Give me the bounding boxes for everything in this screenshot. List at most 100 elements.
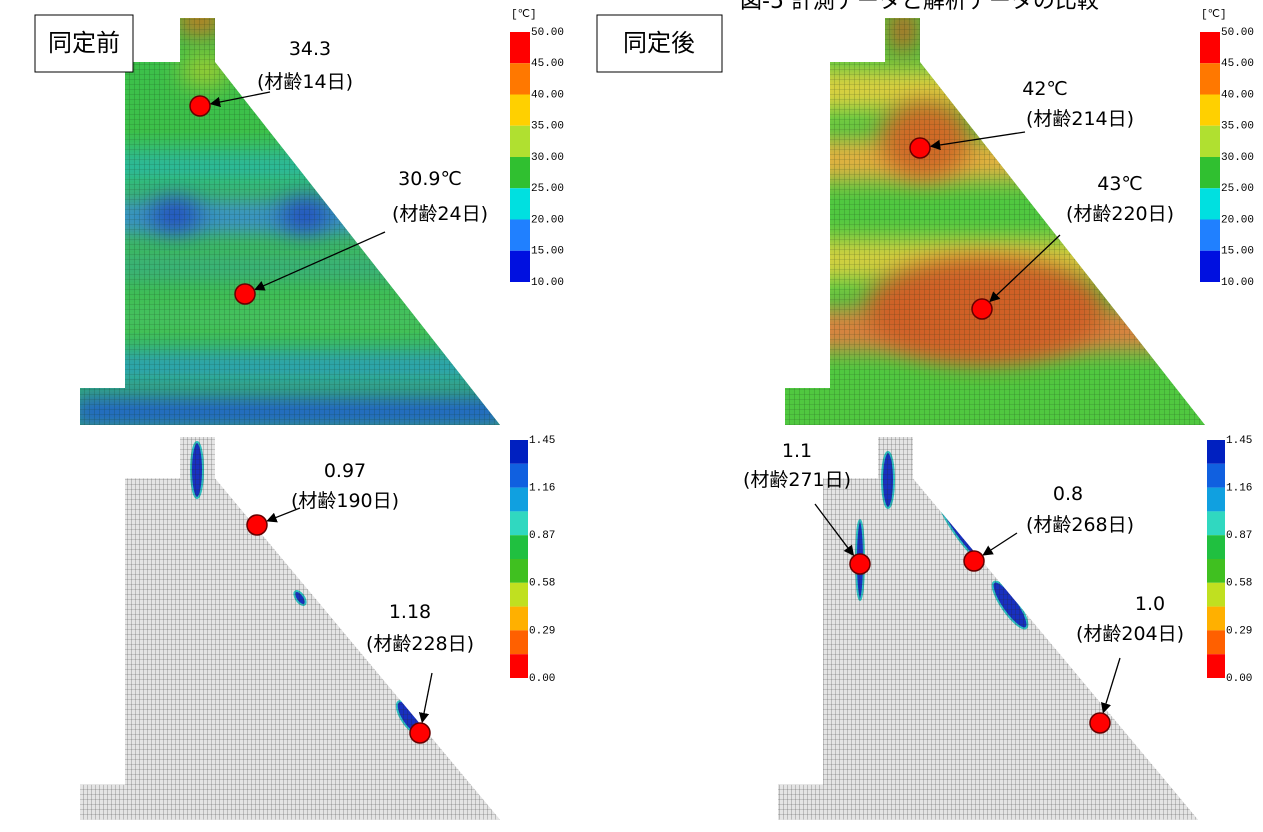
leader-arrow bbox=[1103, 658, 1120, 712]
annotation-age: (材齢14日) bbox=[257, 71, 353, 93]
legend-label: 35.00 bbox=[1221, 121, 1254, 133]
measure-point bbox=[910, 138, 930, 158]
legend-label: 40.00 bbox=[1221, 89, 1254, 101]
legend-label: 1.45 bbox=[529, 435, 555, 447]
legend-swatch bbox=[1200, 220, 1220, 251]
legend-label: 0.29 bbox=[529, 625, 555, 637]
legend-swatch bbox=[1200, 32, 1220, 63]
legend-swatch bbox=[510, 630, 528, 654]
annotation-age: (材齢204日) bbox=[1076, 623, 1184, 645]
legend-label: 1.16 bbox=[1226, 483, 1252, 495]
legend-swatch bbox=[1207, 583, 1225, 607]
legend-swatch bbox=[1207, 535, 1225, 559]
legend-label: 35.00 bbox=[531, 121, 564, 133]
leader-arrow bbox=[422, 673, 432, 722]
legend-label: 15.00 bbox=[1221, 246, 1254, 258]
panel-label: 同定後 bbox=[623, 29, 695, 57]
annotation-value: 30.9℃ bbox=[398, 168, 462, 190]
figure: 同定前 同定後 図-5 計測データと解析データの比較 [℃] 50.00 45.00… bbox=[0, 0, 1263, 828]
leader-arrow bbox=[983, 533, 1017, 555]
legend-label: 0.00 bbox=[1226, 673, 1252, 685]
legend-swatch bbox=[510, 251, 530, 282]
legend-unit: [℃] bbox=[1201, 9, 1227, 21]
legend-swatch bbox=[510, 32, 530, 63]
legend-label: 0.58 bbox=[529, 578, 555, 590]
measure-point bbox=[190, 96, 210, 116]
legend-unit: [℃] bbox=[511, 9, 537, 21]
legend-swatch bbox=[1207, 464, 1225, 488]
legend-label: 0.87 bbox=[529, 530, 555, 542]
legend-label: 15.00 bbox=[531, 246, 564, 258]
annotation-value: 1.1 bbox=[782, 440, 812, 462]
annotation-value: 34.3 bbox=[289, 38, 331, 60]
measure-point bbox=[964, 551, 984, 571]
legend-label: 0.87 bbox=[1226, 530, 1252, 542]
legend-swatch bbox=[510, 607, 528, 631]
legend-label: 50.00 bbox=[1221, 27, 1254, 39]
measure-point bbox=[1090, 713, 1110, 733]
legend-swatch bbox=[510, 559, 528, 583]
annotation-age: (材齢268日) bbox=[1026, 514, 1134, 536]
annotation-age: (材齢220日) bbox=[1066, 203, 1174, 225]
legend-label: 25.00 bbox=[531, 183, 564, 195]
legend-swatch bbox=[1207, 630, 1225, 654]
annotation-value: 0.97 bbox=[324, 460, 366, 482]
legend-swatch bbox=[510, 654, 528, 678]
legend-swatch bbox=[510, 511, 528, 535]
figure-title: 図-5 計測データと解析データの比較 bbox=[740, 0, 1099, 14]
legend-label: 10.00 bbox=[531, 277, 564, 289]
legend-label: 0.29 bbox=[1226, 625, 1252, 637]
legend-label: 30.00 bbox=[531, 152, 564, 164]
annotation-value: 1.0 bbox=[1135, 593, 1165, 615]
measure-point bbox=[235, 284, 255, 304]
legend-swatch bbox=[1207, 511, 1225, 535]
legend-swatch bbox=[1200, 251, 1220, 282]
legend-swatch bbox=[510, 188, 530, 219]
measure-point bbox=[247, 515, 267, 535]
page: {"header": {"title": "図-5 計測データと解析データの比較… bbox=[0, 0, 1263, 828]
measure-point bbox=[972, 299, 992, 319]
legend-swatch bbox=[510, 63, 530, 94]
legend-label: 1.16 bbox=[529, 483, 555, 495]
legend-swatch bbox=[510, 488, 528, 512]
legend-swatch bbox=[1200, 126, 1220, 157]
legend-label: 45.00 bbox=[531, 58, 564, 70]
legend-swatch bbox=[510, 440, 528, 464]
legend-swatch bbox=[510, 126, 530, 157]
annotation-age: (材齢214日) bbox=[1026, 108, 1134, 130]
legend-label: 45.00 bbox=[1221, 58, 1254, 70]
legend-swatch bbox=[510, 535, 528, 559]
measure-point bbox=[850, 554, 870, 574]
legend-swatch bbox=[510, 464, 528, 488]
legend-swatch bbox=[1207, 654, 1225, 678]
legend-label: 40.00 bbox=[531, 89, 564, 101]
legend-swatch bbox=[510, 583, 528, 607]
legend-swatch bbox=[1207, 559, 1225, 583]
legend-label: 20.00 bbox=[531, 214, 564, 226]
measure-point bbox=[410, 723, 430, 743]
annotation-age: (材齢271日) bbox=[743, 469, 851, 491]
annotation-value: 0.8 bbox=[1053, 483, 1083, 505]
annotation-age: (材齢24日) bbox=[392, 203, 488, 225]
legend-swatch bbox=[1200, 95, 1220, 126]
legend-label: 0.00 bbox=[529, 673, 555, 685]
legend-swatch bbox=[510, 220, 530, 251]
legend-swatch bbox=[1200, 63, 1220, 94]
legend-label: 1.45 bbox=[1226, 435, 1252, 447]
legend-label: 20.00 bbox=[1221, 214, 1254, 226]
annotation-age: (材齢228日) bbox=[366, 633, 474, 655]
annotation-value: 43℃ bbox=[1097, 173, 1143, 195]
annotation-age: (材齢190日) bbox=[291, 490, 399, 512]
annotation-value: 1.18 bbox=[389, 601, 431, 623]
legend-swatch bbox=[1207, 488, 1225, 512]
legend-swatch bbox=[510, 95, 530, 126]
legend-swatch bbox=[1200, 157, 1220, 188]
legend-label: 0.58 bbox=[1226, 578, 1252, 590]
legend-swatch bbox=[1200, 188, 1220, 219]
legend-label: 30.00 bbox=[1221, 152, 1254, 164]
legend-swatch bbox=[510, 157, 530, 188]
legend-swatch bbox=[1207, 440, 1225, 464]
legend-label: 10.00 bbox=[1221, 277, 1254, 289]
panel-label: 同定前 bbox=[48, 29, 120, 57]
legend-swatch bbox=[1207, 607, 1225, 631]
